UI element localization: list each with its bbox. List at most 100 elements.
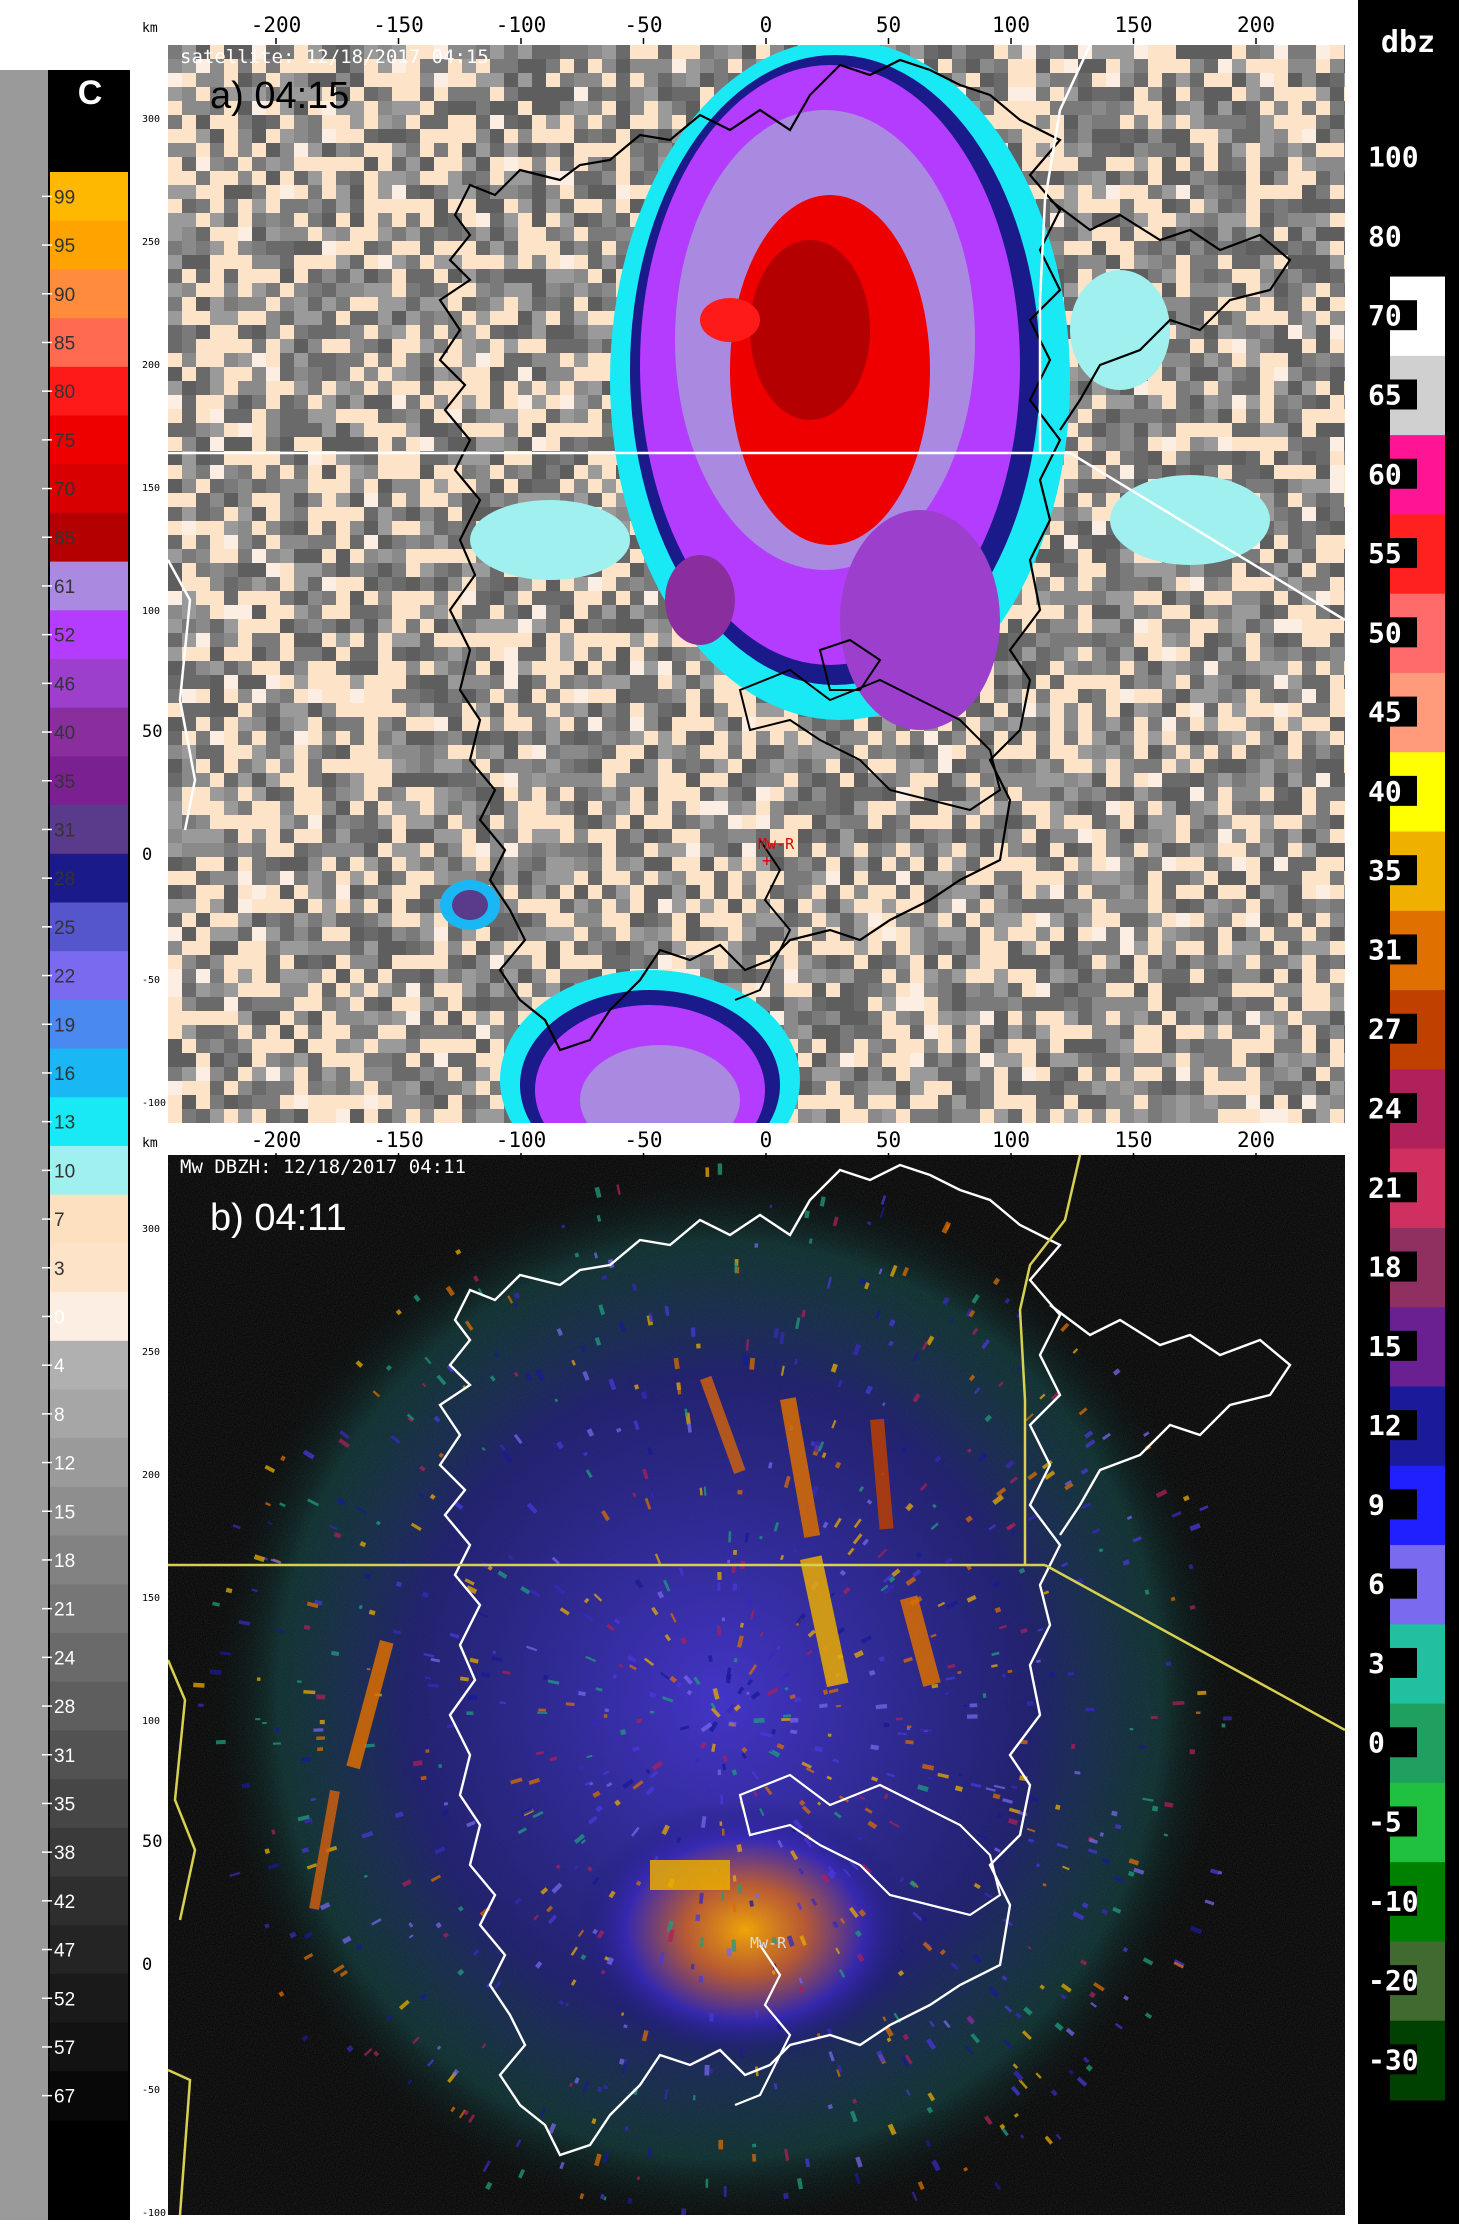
cloud-pixel [1148, 689, 1162, 703]
cloud-pixel [476, 171, 490, 185]
cloud-pixel [1134, 255, 1148, 269]
cloud-pixel [1190, 703, 1204, 717]
cloud-pixel [1316, 227, 1330, 241]
cloud-pixel [910, 801, 924, 815]
cloud-pixel [1246, 787, 1260, 801]
cloud-pixel [1176, 605, 1190, 619]
cloud-pixel [1316, 101, 1330, 115]
cloud-pixel [196, 381, 210, 395]
cloud-pixel [378, 675, 392, 689]
cloud-pixel [182, 577, 196, 591]
cloud-pixel [1344, 213, 1345, 227]
cloud-pixel [280, 479, 294, 493]
cloud-pixel [1246, 423, 1260, 437]
cloud-pixel [1274, 745, 1288, 759]
cloud-pixel [1316, 773, 1330, 787]
cloud-pixel [728, 703, 742, 717]
cloud-pixel [1316, 255, 1330, 269]
cloud-pixel [1204, 563, 1218, 577]
cloud-pixel [462, 269, 476, 283]
cloud-pixel [490, 171, 504, 185]
cloud-pixel [378, 87, 392, 101]
cloud-pixel [532, 465, 546, 479]
cloud-pixel [238, 633, 252, 647]
cloud-pixel [994, 801, 1008, 815]
cloud-pixel [406, 325, 420, 339]
cloud-pixel [840, 801, 854, 815]
cloud-pixel [378, 563, 392, 577]
cloud-pixel [224, 311, 238, 325]
cloud-pixel [994, 115, 1008, 129]
cloud-pixel [294, 633, 308, 647]
cloud-pixel [1302, 633, 1316, 647]
cloud-pixel [1232, 731, 1246, 745]
cloud-pixel [252, 731, 266, 745]
cloud-pixel [1246, 269, 1260, 283]
cloud-pixel [1134, 59, 1148, 73]
cloud-pixel [574, 353, 588, 367]
cloud-pixel [1064, 213, 1078, 227]
right-scale-label-bg [1365, 220, 1417, 251]
cloud-pixel [1204, 605, 1218, 619]
cloud-pixel [1330, 437, 1344, 451]
cloud-pixel [504, 269, 518, 283]
cloud-pixel [546, 101, 560, 115]
cloud-pixel [1106, 605, 1120, 619]
cloud-pixel [294, 619, 308, 633]
cloud-pixel [1302, 87, 1316, 101]
cloud-pixel [1134, 45, 1148, 59]
cloud-pixel [280, 731, 294, 745]
cloud-pixel [462, 157, 476, 171]
cloud-pixel [336, 185, 350, 199]
cloud-pixel [168, 549, 182, 563]
cloud-pixel [1232, 129, 1246, 143]
left-scale-label: 70 [54, 480, 75, 501]
cloud-pixel [1204, 745, 1218, 759]
cloud-pixel [1120, 731, 1134, 745]
left-scale-label: 52 [54, 1989, 75, 2010]
cloud-pixel [224, 787, 238, 801]
cloud-pixel [700, 773, 714, 787]
cloud-pixel [294, 353, 308, 367]
cloud-pixel [1148, 171, 1162, 185]
cloud-pixel [1176, 367, 1190, 381]
cloud-pixel [392, 493, 406, 507]
cloud-pixel [350, 255, 364, 269]
cloud-pixel [448, 311, 462, 325]
cloud-pixel [1316, 353, 1330, 367]
cloud-pixel [1232, 381, 1246, 395]
cloud-pixel [1204, 577, 1218, 591]
cloud-pixel [700, 661, 714, 675]
cloud-pixel [448, 549, 462, 563]
cloud-pixel [826, 717, 840, 731]
cloud-pixel [378, 577, 392, 591]
cloud-pixel [658, 787, 672, 801]
cloud-pixel [462, 703, 476, 717]
cloud-pixel [196, 521, 210, 535]
cloud-pixel [1246, 213, 1260, 227]
cloud-pixel [238, 185, 252, 199]
cloud-pixel [252, 591, 266, 605]
cloud-pixel [210, 311, 224, 325]
cloud-pixel [588, 283, 602, 297]
cloud-pixel [490, 661, 504, 675]
cloud-pixel [1344, 87, 1345, 101]
cloud-pixel [1302, 339, 1316, 353]
cloud-pixel [280, 745, 294, 759]
cloud-pixel [238, 479, 252, 493]
cloud-pixel [700, 801, 714, 815]
cloud-pixel [644, 759, 658, 773]
cloud-pixel [1274, 661, 1288, 675]
cloud-pixel [504, 409, 518, 423]
cloud-pixel [1344, 171, 1345, 185]
cloud-pixel [1022, 59, 1036, 73]
cloud-pixel [322, 507, 336, 521]
cloud-pixel [644, 157, 658, 171]
cloud-pixel [616, 129, 630, 143]
cloud-pixel [210, 87, 224, 101]
cloud-pixel [406, 675, 420, 689]
cloud-pixel [294, 493, 308, 507]
cloud-pixel [616, 633, 630, 647]
cloud-pixel [1162, 73, 1176, 87]
cloud-pixel [560, 787, 574, 801]
